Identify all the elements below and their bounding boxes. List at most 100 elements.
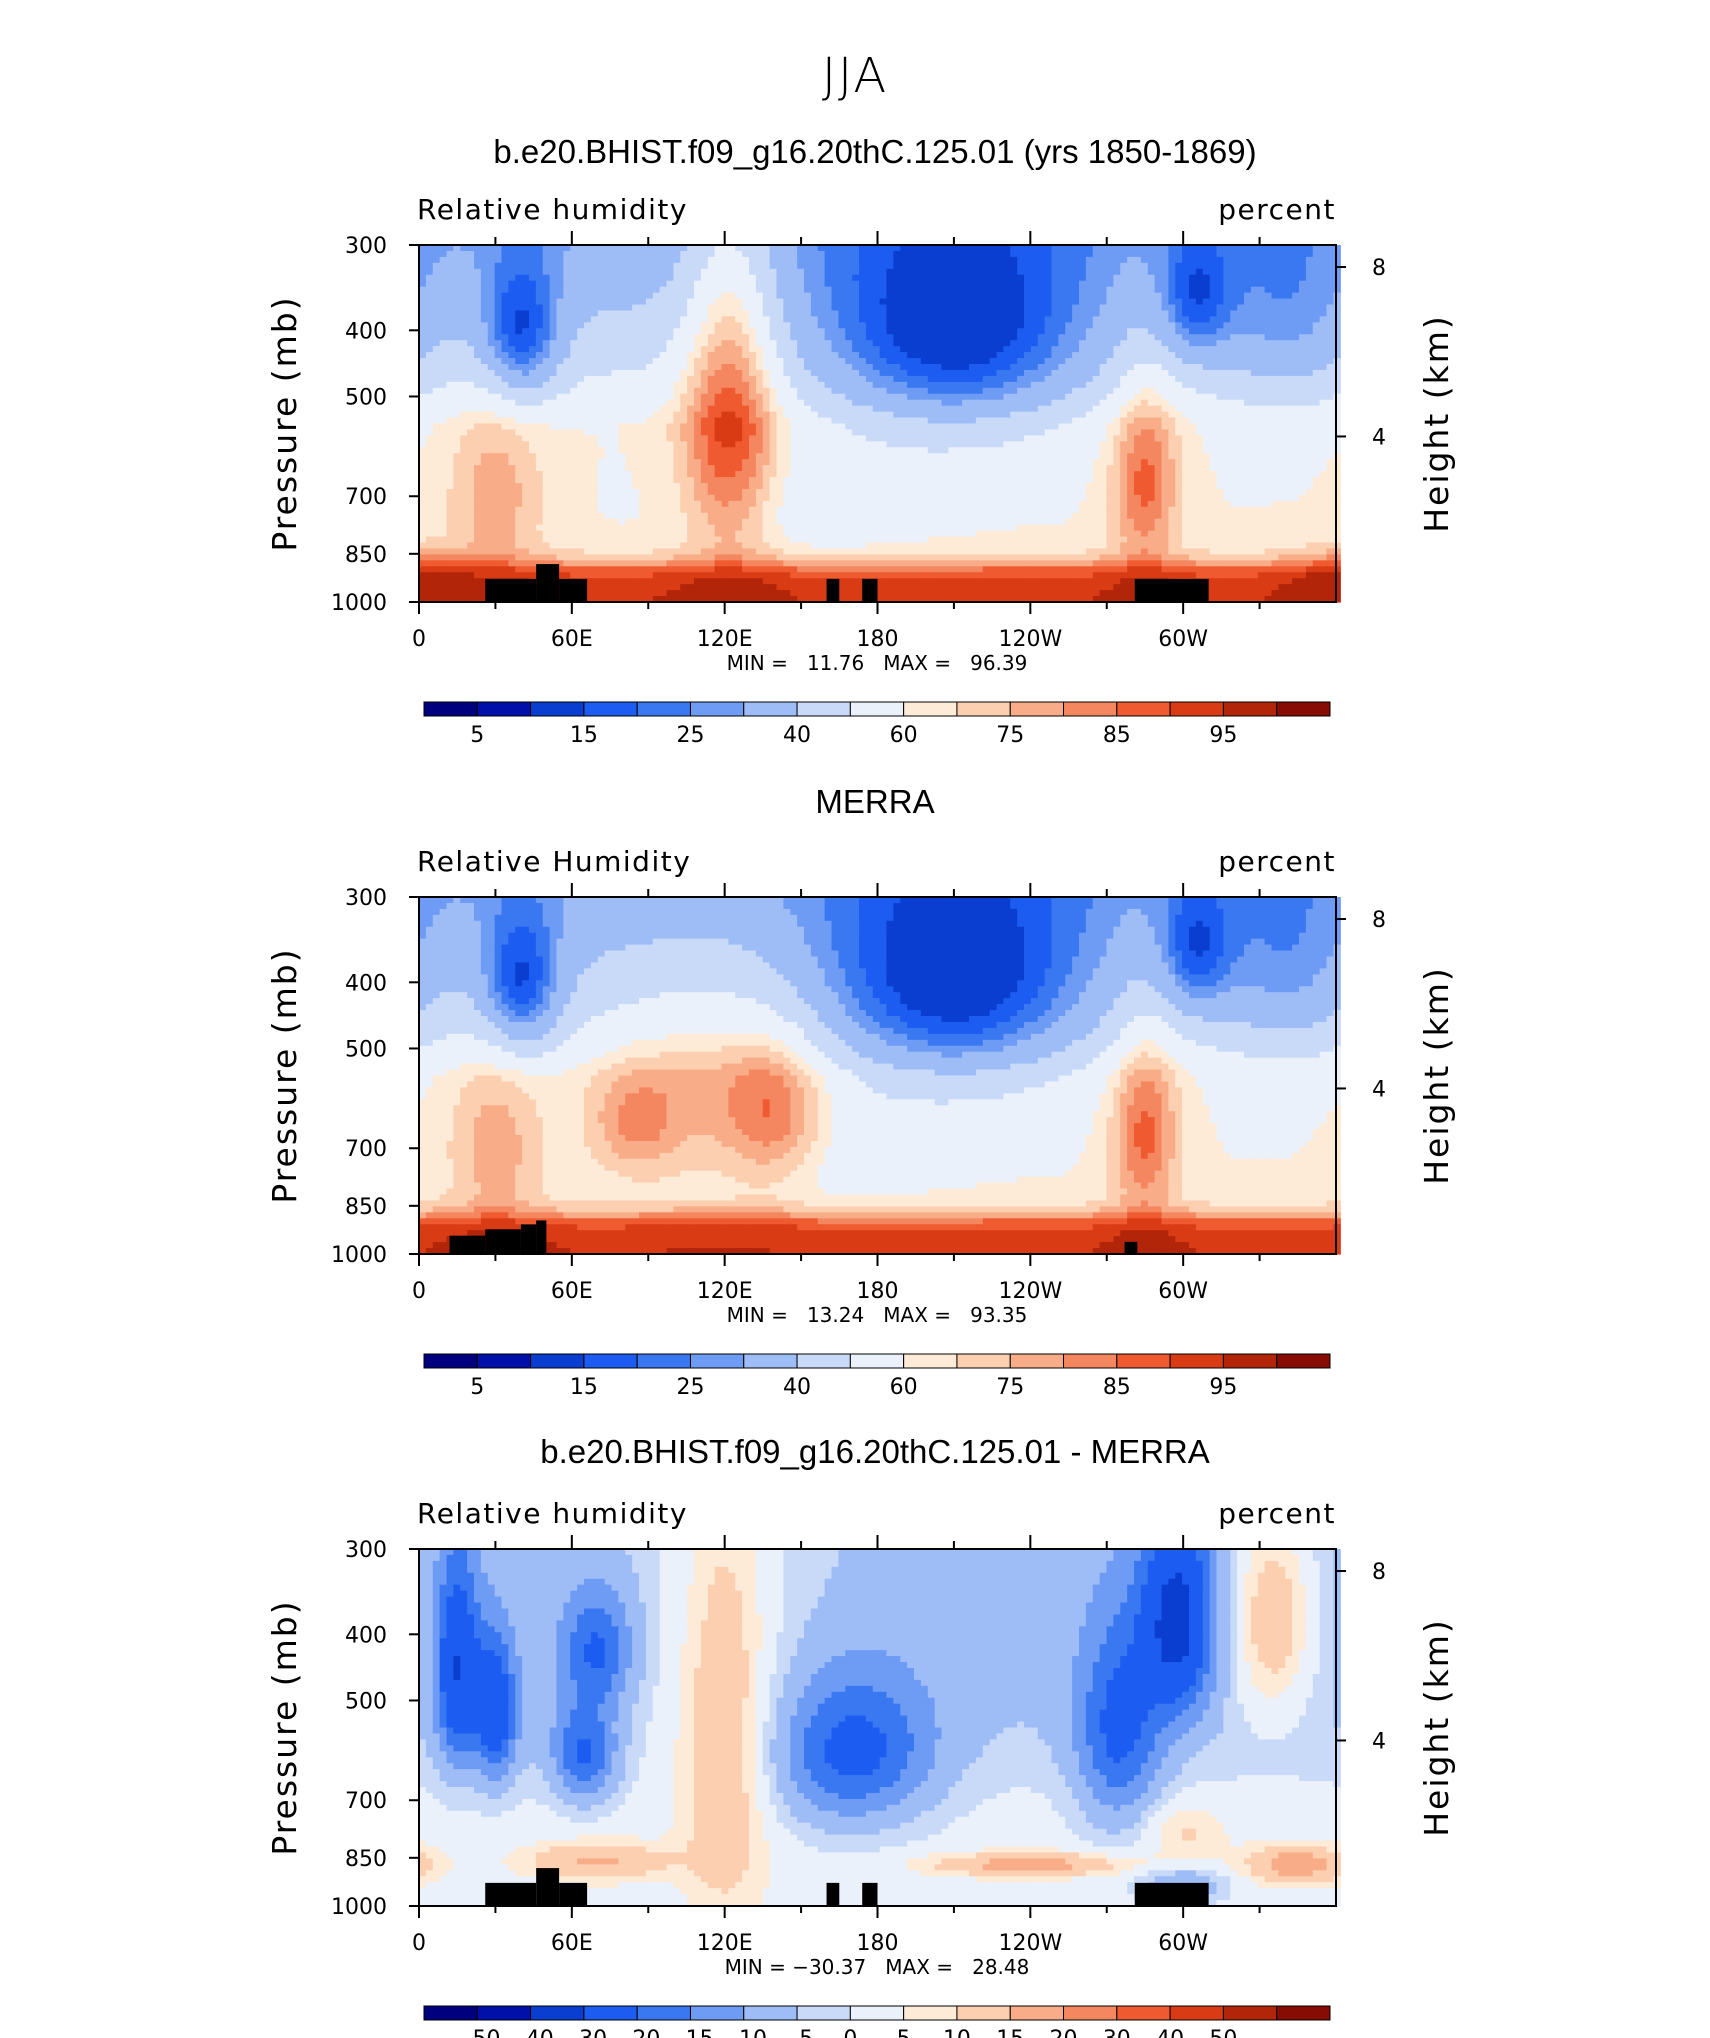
field-cell [969,447,976,454]
field-cell [825,287,832,294]
field-cell [797,406,804,413]
field-cell [605,251,612,258]
field-cell [749,370,756,377]
field-cell [1155,364,1162,371]
field-cell [1258,322,1265,329]
field-cell [1168,394,1175,401]
field-cell [852,429,859,436]
field-cell [770,310,777,317]
field-cell [948,281,955,288]
field-cell [453,340,460,347]
field-cell [550,257,557,264]
field-cell [481,328,488,335]
field-cell [777,316,784,323]
field-cell [907,418,914,425]
field-cell [804,424,811,431]
field-cell [962,400,969,407]
field-cell [1175,435,1182,442]
field-cell [1306,400,1313,407]
field-cell [639,418,646,425]
field-cell [735,269,742,276]
field-cell [440,269,447,276]
field-cell [1107,447,1114,454]
field-cell [447,328,454,335]
field-cell [529,328,536,335]
field-cell [625,400,632,407]
field-cell [419,382,426,389]
field-cell [667,305,674,312]
field-cell [1210,388,1217,395]
field-cell [701,364,708,371]
field-cell [928,447,935,454]
field-cell [508,287,515,294]
field-cell [969,275,976,282]
field-cell [1203,429,1210,436]
field-cell [1113,418,1120,425]
field-cell [838,275,845,282]
field-cell [502,334,509,341]
field-cell [543,453,550,460]
field-cell [845,251,852,258]
field-cell [1223,275,1230,282]
field-cell [419,293,426,300]
field-cell [447,424,454,431]
field-cell [687,263,694,270]
field-cell [866,340,873,347]
field-cell [570,257,577,264]
field-cell [790,269,797,276]
field-cell [942,275,949,282]
field-cell [770,424,777,431]
field-cell [859,257,866,264]
field-cell [859,406,866,413]
field-cell [955,310,962,317]
field-cell [570,406,577,413]
field-cell [570,400,577,407]
field-cell [453,406,460,413]
field-cell [997,322,1004,329]
field-cell [818,316,825,323]
field-cell [797,429,804,436]
field-cell [907,328,914,335]
field-cell [742,322,749,329]
field-cell [1327,346,1334,353]
field-cell [790,257,797,264]
field-cell [976,453,983,460]
field-cell [942,263,949,270]
field-cell [1038,406,1045,413]
field-cell [763,388,770,395]
field-cell [797,418,804,425]
field-cell [907,305,914,312]
field-cell [1038,429,1045,436]
field-cell [1100,376,1107,383]
field-cell [1141,382,1148,389]
field-cell [481,465,488,472]
field-cell [447,388,454,395]
field-cell [536,370,543,377]
field-cell [1162,251,1169,258]
field-cell [1093,352,1100,359]
field-cell [749,352,756,359]
field-cell [928,269,935,276]
field-cell [508,412,515,419]
field-cell [557,346,564,353]
field-cell [880,322,887,329]
field-cell [1258,310,1265,317]
field-cell [529,388,536,395]
field-cell [667,352,674,359]
field-cell [1045,275,1052,282]
field-cell [997,412,1004,419]
field-cell [900,424,907,431]
field-cell [969,424,976,431]
field-cell [914,299,921,306]
field-cell [859,334,866,341]
field-cell [756,447,763,454]
field-cell [976,334,983,341]
field-cell [1141,364,1148,371]
field-cell [481,334,488,341]
field-cell [1093,412,1100,419]
field-cell [605,287,612,294]
field-cell [440,441,447,448]
field-cell [948,447,955,454]
field-cell [474,316,481,323]
field-cell [928,418,935,425]
